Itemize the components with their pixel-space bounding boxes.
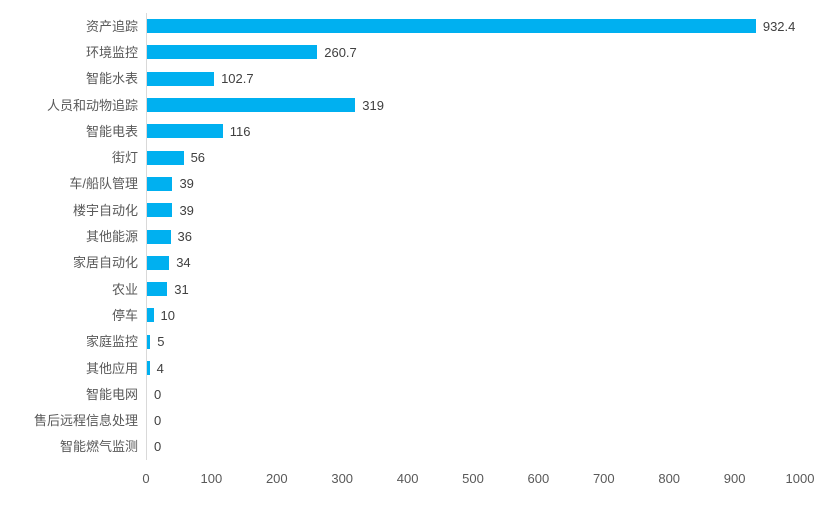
bar-track: 34 — [146, 249, 800, 276]
chart-row: 人员和动物追踪 319 — [0, 91, 800, 119]
value-label: 5 — [157, 334, 165, 350]
bar-track: 39 — [146, 197, 800, 224]
chart-row: 资产追踪 932.4 — [0, 13, 800, 40]
chart-row: 家居自动化 34 — [0, 249, 800, 276]
x-axis-tick-row: 0 100 200 300 400 500 600 700 800 900 1000 — [142, 471, 814, 488]
value-label: 116 — [229, 123, 251, 139]
bar[interactable] — [147, 203, 173, 218]
x-tick-label: 800 — [658, 471, 681, 487]
x-tick-label: 900 — [723, 471, 746, 487]
bar-track: 0 — [146, 381, 800, 408]
x-tick-label: 500 — [462, 471, 484, 487]
value-label: 932.4 — [762, 18, 796, 34]
value-label: 102.7 — [221, 71, 254, 87]
x-tick-label: 100 — [200, 471, 223, 487]
category-label: 停车 — [111, 307, 138, 323]
x-tick-label: 200 — [265, 471, 288, 487]
bar[interactable] — [147, 334, 151, 349]
value-label: 319 — [362, 97, 384, 113]
category-label: 智能燃气监测 — [59, 439, 138, 455]
value-label: 260.7 — [324, 44, 357, 60]
chart-row: 售后远程信息处理 0 — [0, 407, 800, 434]
bar-track: 102.7 — [146, 65, 800, 92]
bar[interactable] — [147, 150, 184, 165]
category-label: 人员和动物追踪 — [46, 97, 138, 113]
category-label: 资产追踪 — [85, 18, 138, 34]
bar-track: 5 — [146, 328, 800, 355]
x-tick-label: 0 — [142, 471, 150, 487]
x-tick-label: 300 — [331, 471, 354, 487]
value-label: 39 — [179, 176, 194, 192]
x-tick-label: 400 — [396, 471, 419, 487]
bar[interactable] — [147, 71, 215, 86]
category-label: 车/船队管理 — [69, 176, 138, 192]
value-label: 34 — [176, 255, 191, 271]
bar[interactable] — [147, 361, 150, 375]
bar-track: 116 — [146, 118, 800, 145]
chart-row: 其他能源 36 — [0, 223, 800, 250]
chart-row: 街灯 56 — [0, 144, 800, 171]
bar-track: 10 — [146, 302, 800, 329]
bar-track: 932.4 — [146, 13, 800, 40]
bar-track: 31 — [146, 275, 800, 303]
chart-row: 智能电表 116 — [0, 118, 800, 145]
bar[interactable] — [147, 124, 223, 139]
value-label: 0 — [154, 386, 162, 402]
chart-row: 智能水表 102.7 — [0, 65, 800, 92]
chart-row: 智能燃气监测 0 — [0, 433, 800, 461]
category-label: 街灯 — [111, 150, 138, 166]
bar-track: 56 — [146, 144, 800, 171]
chart-row: 楼宇自动化 39 — [0, 197, 800, 224]
category-label: 家庭监控 — [85, 334, 138, 350]
bar-track: 39 — [146, 170, 800, 198]
bar[interactable] — [147, 98, 356, 113]
bar-track: 4 — [146, 354, 800, 382]
bar-track: 36 — [146, 223, 800, 250]
value-label: 4 — [156, 360, 164, 376]
plot-area: 资产追踪 932.4 环境监控 260.7 智能水表 102.7 人员和动物追踪 319 智能电… — [0, 13, 800, 461]
x-tick-label: 1000 — [785, 471, 815, 487]
value-label: 36 — [177, 229, 192, 245]
bar[interactable] — [147, 45, 318, 60]
value-label: 39 — [179, 202, 194, 218]
category-label: 楼宇自动化 — [72, 202, 138, 218]
chart-row: 农业 31 — [0, 275, 800, 303]
chart-row: 停车 10 — [0, 302, 800, 329]
value-label: 0 — [154, 413, 162, 429]
category-label: 其他应用 — [85, 360, 138, 376]
x-tick-label: 600 — [527, 471, 550, 487]
bar-track: 260.7 — [146, 39, 800, 66]
bar-track: 0 — [146, 433, 800, 461]
chart-row: 其他应用 4 — [0, 354, 800, 382]
chart-row: 家庭监控 5 — [0, 328, 800, 355]
category-label: 环境监控 — [85, 44, 138, 60]
bar[interactable] — [147, 255, 170, 270]
bar[interactable] — [147, 282, 168, 297]
value-label: 56 — [190, 150, 206, 166]
chart-row: 智能电网 0 — [0, 381, 800, 408]
value-label: 0 — [154, 439, 162, 455]
category-label: 智能电网 — [85, 386, 138, 402]
chart-row: 车/船队管理 39 — [0, 170, 800, 198]
category-label: 家居自动化 — [72, 255, 138, 271]
bar[interactable] — [147, 19, 756, 34]
bar-track: 319 — [146, 91, 800, 119]
bar[interactable] — [147, 176, 173, 191]
category-label: 其他能源 — [85, 229, 138, 245]
category-label: 农业 — [111, 281, 138, 297]
value-label: 31 — [174, 281, 189, 297]
category-label: 智能水表 — [85, 71, 138, 87]
value-label: 10 — [160, 307, 175, 323]
category-label: 智能电表 — [85, 123, 138, 139]
bar-track: 0 — [146, 407, 800, 434]
chart-row: 环境监控 260.7 — [0, 39, 800, 66]
x-tick-label: 700 — [592, 471, 615, 487]
category-label: 售后远程信息处理 — [33, 413, 138, 429]
bar[interactable] — [147, 308, 154, 323]
bar[interactable] — [147, 229, 171, 244]
